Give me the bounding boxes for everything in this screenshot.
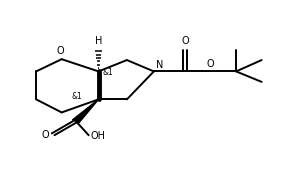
Text: O: O (56, 46, 64, 56)
Text: &1: &1 (103, 68, 113, 77)
Text: O: O (207, 59, 214, 69)
Text: O: O (41, 130, 49, 140)
Text: OH: OH (91, 131, 106, 141)
Text: N: N (156, 60, 164, 70)
Text: H: H (95, 36, 102, 46)
Text: O: O (181, 36, 189, 46)
Polygon shape (72, 99, 99, 122)
Text: &1: &1 (72, 92, 82, 101)
